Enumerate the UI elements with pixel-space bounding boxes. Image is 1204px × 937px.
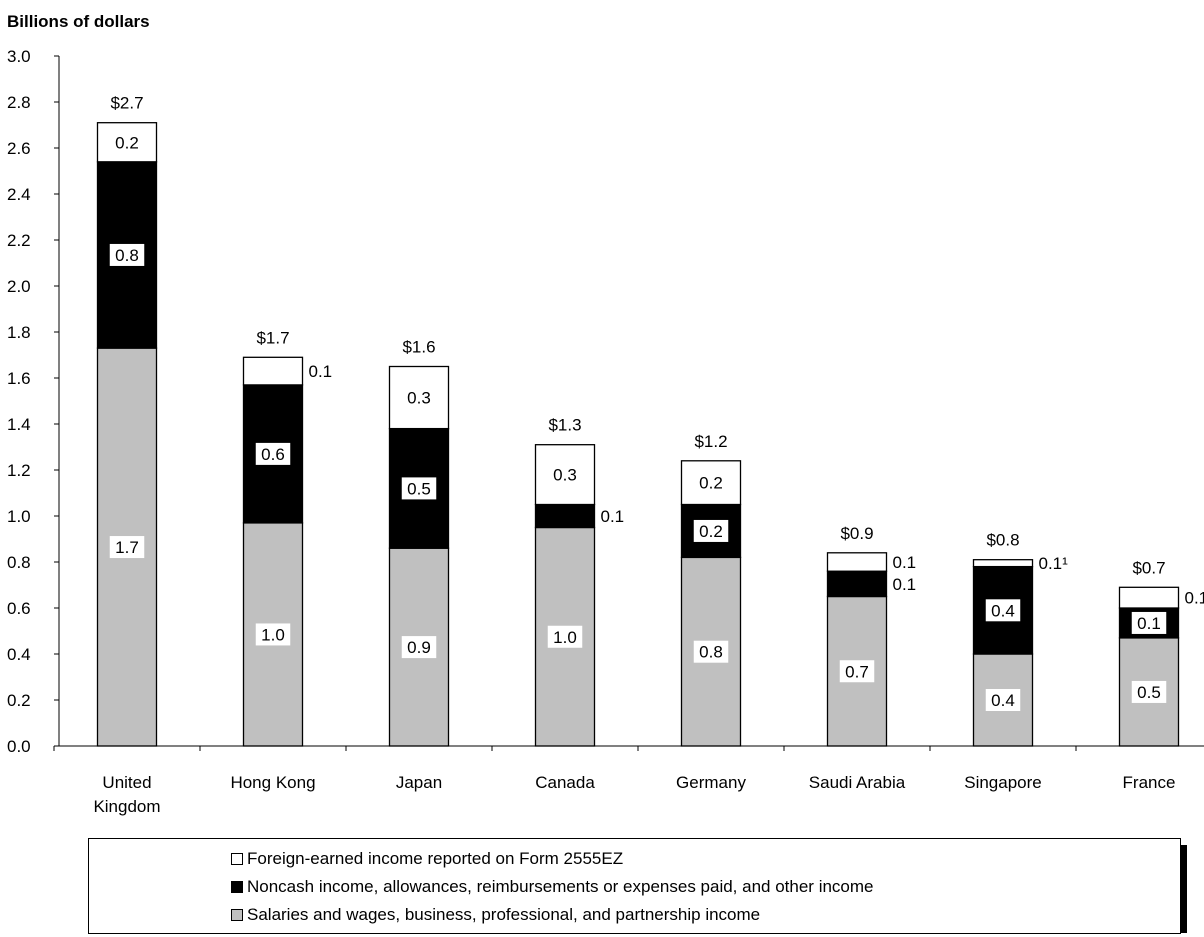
legend-label: Foreign-earned income reported on Form 2… [247,849,624,868]
bar-segment-noncash [826,570,888,598]
x-tick-label: Japan [396,773,442,792]
data-label: 0.2 [699,474,723,493]
legend-label: Noncash income, allowances, reimbursemen… [247,877,874,896]
legend-swatch-black [231,881,243,893]
data-label: 0.8 [115,246,139,265]
y-tick-label: 0.6 [7,599,31,618]
y-tick-label: 3.0 [7,47,31,66]
total-label: $1.2 [694,432,727,451]
data-label: 0.4 [991,691,1015,710]
data-label: 1.0 [261,625,285,644]
data-label-bg [1131,611,1167,634]
x-tick-label: Saudi Arabia [809,773,906,792]
data-label: 0.6 [261,445,285,464]
data-label: 0.8 [699,643,723,662]
total-label: $0.7 [1132,558,1165,577]
bar-segment-foreign-earned [1118,586,1180,609]
data-label: 0.1 [893,553,917,572]
y-tick-label: 2.2 [7,231,31,250]
data-label-bg [255,623,291,646]
data-label: 0.1 [1185,589,1204,608]
x-tick-label: Kingdom [93,797,160,816]
legend-item-foreign-earned: Foreign-earned income reported on Form 2… [231,847,623,871]
legend-item-salaries: Salaries and wages, business, profession… [231,903,760,927]
legend-swatch-white [231,853,243,865]
data-label: 0.2 [699,522,723,541]
data-label-bg [109,131,145,154]
y-tick-label: 2.8 [7,93,31,112]
x-tick-label: United [102,773,151,792]
data-label: 0.3 [407,389,431,408]
bar-segment-foreign-earned [242,356,304,386]
x-tick-label: Singapore [964,773,1042,792]
y-tick-label: 0.2 [7,691,31,710]
data-label: 0.3 [553,466,577,485]
y-tick-label: 2.6 [7,139,31,158]
y-tick-label: 1.4 [7,415,31,434]
y-axis-title: Billions of dollars [7,12,150,31]
data-label: 1.7 [115,538,139,557]
x-tick-label: Canada [535,773,595,792]
total-label: $1.3 [548,416,581,435]
data-label-bg [693,519,729,542]
total-label: $0.9 [840,524,873,543]
data-label-bg [401,386,437,409]
y-tick-label: 0.8 [7,553,31,572]
total-label: $1.7 [256,328,289,347]
data-label-bg [839,660,875,683]
y-tick-label: 1.2 [7,461,31,480]
legend: Foreign-earned income reported on Form 2… [88,838,1181,934]
data-label: 0.1 [893,575,917,594]
data-label-bg [109,536,145,559]
data-label-bg [255,442,291,465]
data-label: 0.1 [1137,614,1161,633]
y-tick-label: 0.4 [7,645,31,664]
data-label: 0.1 [309,362,333,381]
data-label-bg [547,463,583,486]
total-label: $0.8 [986,531,1019,550]
data-label-bg [109,243,145,266]
data-label-bg [401,477,437,500]
y-tick-label: 2.0 [7,277,31,296]
data-label-bg [547,625,583,648]
x-tick-label: Hong Kong [230,773,315,792]
y-tick-label: 2.4 [7,185,31,204]
bar-segment-foreign-earned [826,552,888,572]
total-label: $1.6 [402,338,435,357]
y-tick-label: 1.8 [7,323,31,342]
legend-shadow [1181,845,1187,933]
data-label: 0.9 [407,638,431,657]
data-label: 0.4 [991,601,1015,620]
data-label: 0.1¹ [1039,554,1069,573]
legend-label: Salaries and wages, business, profession… [247,905,761,924]
data-label: 0.5 [407,479,431,498]
x-tick-label: France [1123,773,1176,792]
x-tick-label: Germany [676,773,746,792]
data-label: 1.0 [553,628,577,647]
data-label: 0.2 [115,133,139,152]
bar-segment-noncash [534,503,596,529]
legend-swatch-gray [231,909,243,921]
data-label-bg [985,689,1021,711]
data-label-bg [693,471,729,494]
data-label-bg [985,599,1021,622]
y-tick-label: 0.0 [7,737,31,756]
total-label: $2.7 [110,94,143,113]
data-label: 0.7 [845,662,869,681]
data-label-bg [1131,680,1167,703]
data-label-bg [401,636,437,659]
data-label: 0.1 [601,507,625,526]
y-tick-label: 1.0 [7,507,31,526]
data-label-bg [693,640,729,663]
data-label: 0.5 [1137,683,1161,702]
bar-segment-foreign-earned [972,559,1034,568]
y-tick-label: 1.6 [7,369,31,388]
legend-item-noncash: Noncash income, allowances, reimbursemen… [231,875,874,899]
